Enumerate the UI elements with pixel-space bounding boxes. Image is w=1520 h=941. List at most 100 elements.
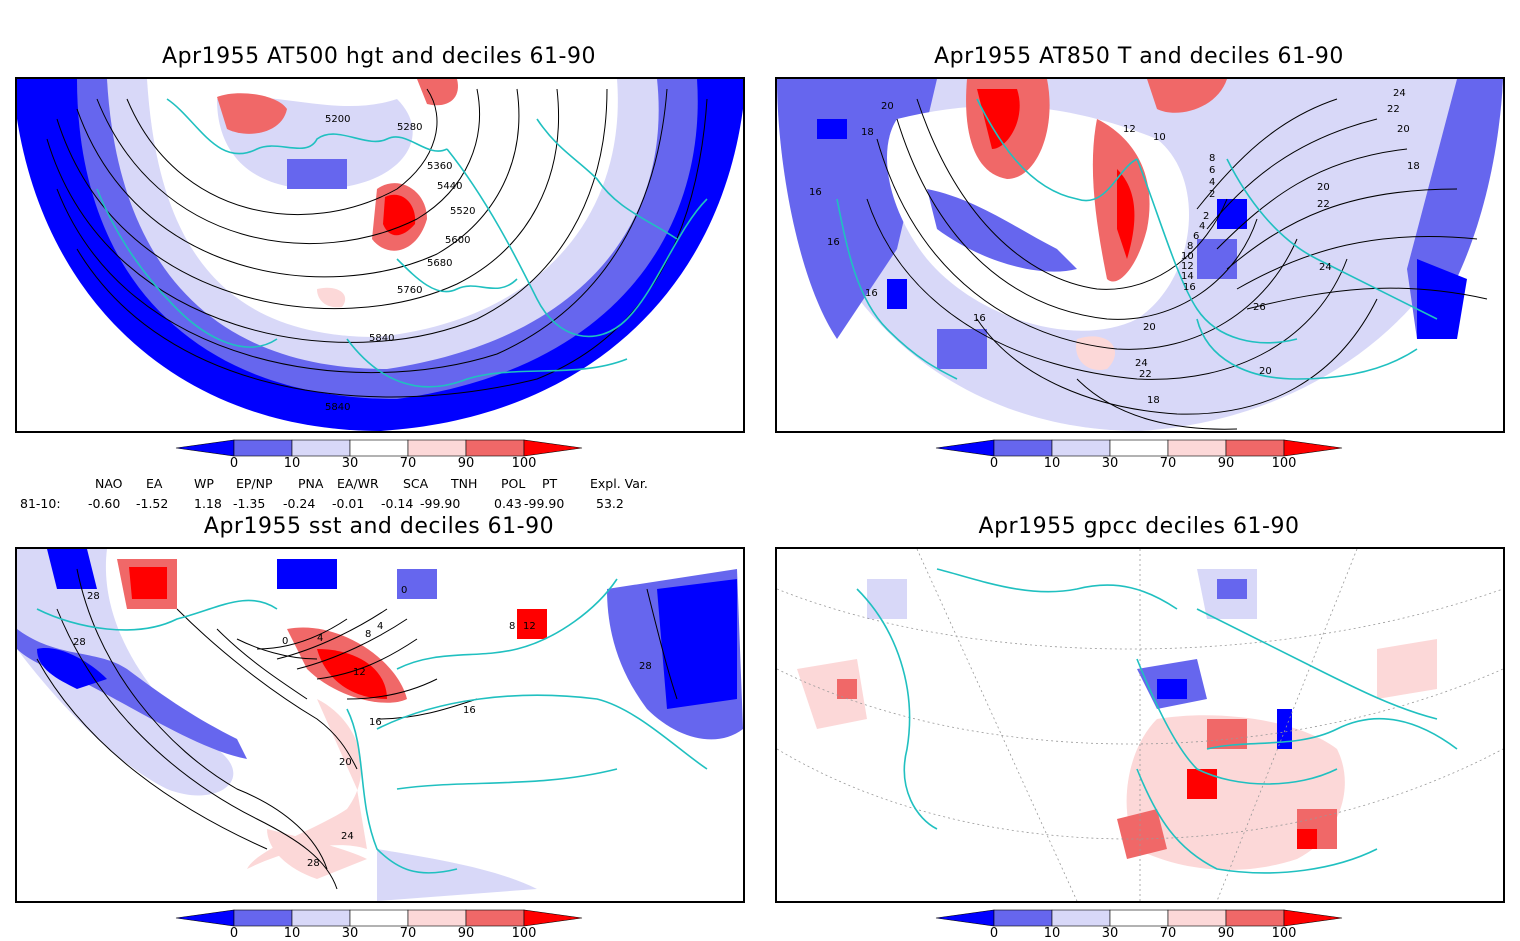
panel-title-at850: Apr1955 AT850 T and deciles 61-90 [934,44,1344,69]
contour-label: 16 [827,237,840,248]
coastlines [96,98,708,388]
contour-label: 22 [1387,104,1400,115]
contour-label: 10 [1181,251,1194,262]
contour-label: 24 [341,831,354,842]
index-value: -1.52 [136,496,169,511]
index-header: PNA [298,476,324,491]
map-at500-hgt: 5200 5280 5360 5440 5520 5600 5680 5760 … [15,77,745,433]
colorbar-label: 0 [989,926,999,941]
colorbar-bottom-left: 0 10 30 70 90 100 [175,909,596,941]
map-sst: 28 28 0 4 8 12 16 20 24 28 16 28 4 0 8 1… [15,547,745,903]
colorbar-label: 70 [399,456,417,471]
contour-label: 28 [639,661,652,672]
colorbar-label: 90 [1217,456,1235,471]
index-value: -0.60 [88,496,121,511]
contour-label: 4 [1199,221,1205,232]
contour-label: 4 [1209,177,1215,188]
contour-label: 8 [509,621,515,632]
contour-label: 20 [1317,182,1330,193]
panel-title-at500: Apr1955 AT500 hgt and deciles 61-90 [162,44,596,69]
index-header: PT [542,476,558,491]
index-value: 1.18 [194,496,222,511]
index-value: -99.90 [524,496,565,511]
index-value: -0.24 [283,496,316,511]
panel-title-gpcc: Apr1955 gpcc deciles 61-90 [978,514,1300,539]
contour-label: 18 [1147,395,1160,406]
index-header: SCA [403,476,429,491]
contour-label: 4 [317,633,323,644]
index-header: TNH [451,476,478,491]
index-value: -0.01 [332,496,365,511]
contour-label: 5840 [369,333,394,344]
colorbar-top-left: 0 10 30 70 90 100 [175,439,596,478]
colorbar-label: 70 [399,926,417,941]
colorbar-bottom-right: 0 10 30 70 90 100 [935,909,1356,941]
contour-label: 20 [1143,322,1156,333]
index-header: EA [146,476,163,491]
contour-label: 16 [865,288,878,299]
contour-label: 5520 [450,206,475,217]
contour-label: 28 [73,637,86,648]
index-value: -1.35 [233,496,266,511]
contour-label: 8 [365,629,371,640]
contour-label: 10 [1153,132,1166,143]
contour-label: 12 [1123,124,1136,135]
index-value: -99.90 [420,496,461,511]
contour-label: 8 [1187,241,1193,252]
contour-label: 5840 [325,402,350,413]
contour-label: 24 [1319,262,1332,273]
colorbar-label: 10 [1043,456,1061,471]
contour-label: 0 [282,636,288,647]
contour-label: 4 [377,621,383,632]
colorbar-label: 90 [457,456,475,471]
contour-label: 18 [861,127,874,138]
contour-label: 28 [307,858,320,869]
height-contours [46,88,708,398]
contour-label: 8 [1209,153,1215,164]
contour-label: 0 [401,585,407,596]
contour-label: 5440 [437,181,462,192]
colorbar-label: 30 [341,456,359,471]
contour-label: 20 [1397,124,1410,135]
index-header: WP [194,476,214,491]
colorbar-label: 10 [283,456,301,471]
contour-label: 12 [523,621,536,632]
map-at850-temp: 20 18 16 16 16 16 20 22 24 26 24 22 20 1… [775,77,1505,433]
contour-label: 26 [1253,302,1266,313]
contour-label: 5760 [397,285,422,296]
colorbar-label: 70 [1159,456,1177,471]
contour-label: 16 [973,313,986,324]
index-value: 0.43 [494,496,522,511]
contour-label: 14 [1181,271,1194,282]
colorbar-label: 100 [1271,926,1297,941]
contour-label: 18 [1407,161,1420,172]
colorbar-label: 30 [1101,926,1119,941]
contour-label: 5200 [325,114,350,125]
colorbar-label: 30 [1101,456,1119,471]
colorbar-label: 0 [229,926,239,941]
colorbar-label: 0 [989,456,999,471]
colorbar-top-right: 0 10 30 70 90 100 [935,439,1356,478]
contour-label: 24 [1393,88,1406,99]
contour-label: 24 [1135,358,1148,369]
index-header: POL [501,476,526,491]
colorbar-label: 10 [283,926,301,941]
map-gpcc [775,547,1505,903]
contour-label: 12 [353,667,366,678]
colorbar-label: 0 [229,456,239,471]
contour-label: 22 [1317,199,1330,210]
index-header: NAO [95,476,123,491]
colorbar-label: 100 [1271,456,1297,471]
contour-label: 2 [1209,189,1215,200]
decile-90-100-region [217,93,287,134]
contour-label: 16 [463,705,476,716]
panel-title-sst: Apr1955 sst and deciles 61-90 [203,514,555,539]
contour-label: 16 [369,717,382,728]
contour-label: 12 [1181,261,1194,272]
contour-label: 16 [1183,282,1196,293]
index-value: -0.14 [381,496,414,511]
contour-label: 6 [1193,231,1199,242]
contour-label: 6 [1209,165,1215,176]
contour-label: 5680 [427,258,452,269]
contour-label: 20 [1259,366,1272,377]
